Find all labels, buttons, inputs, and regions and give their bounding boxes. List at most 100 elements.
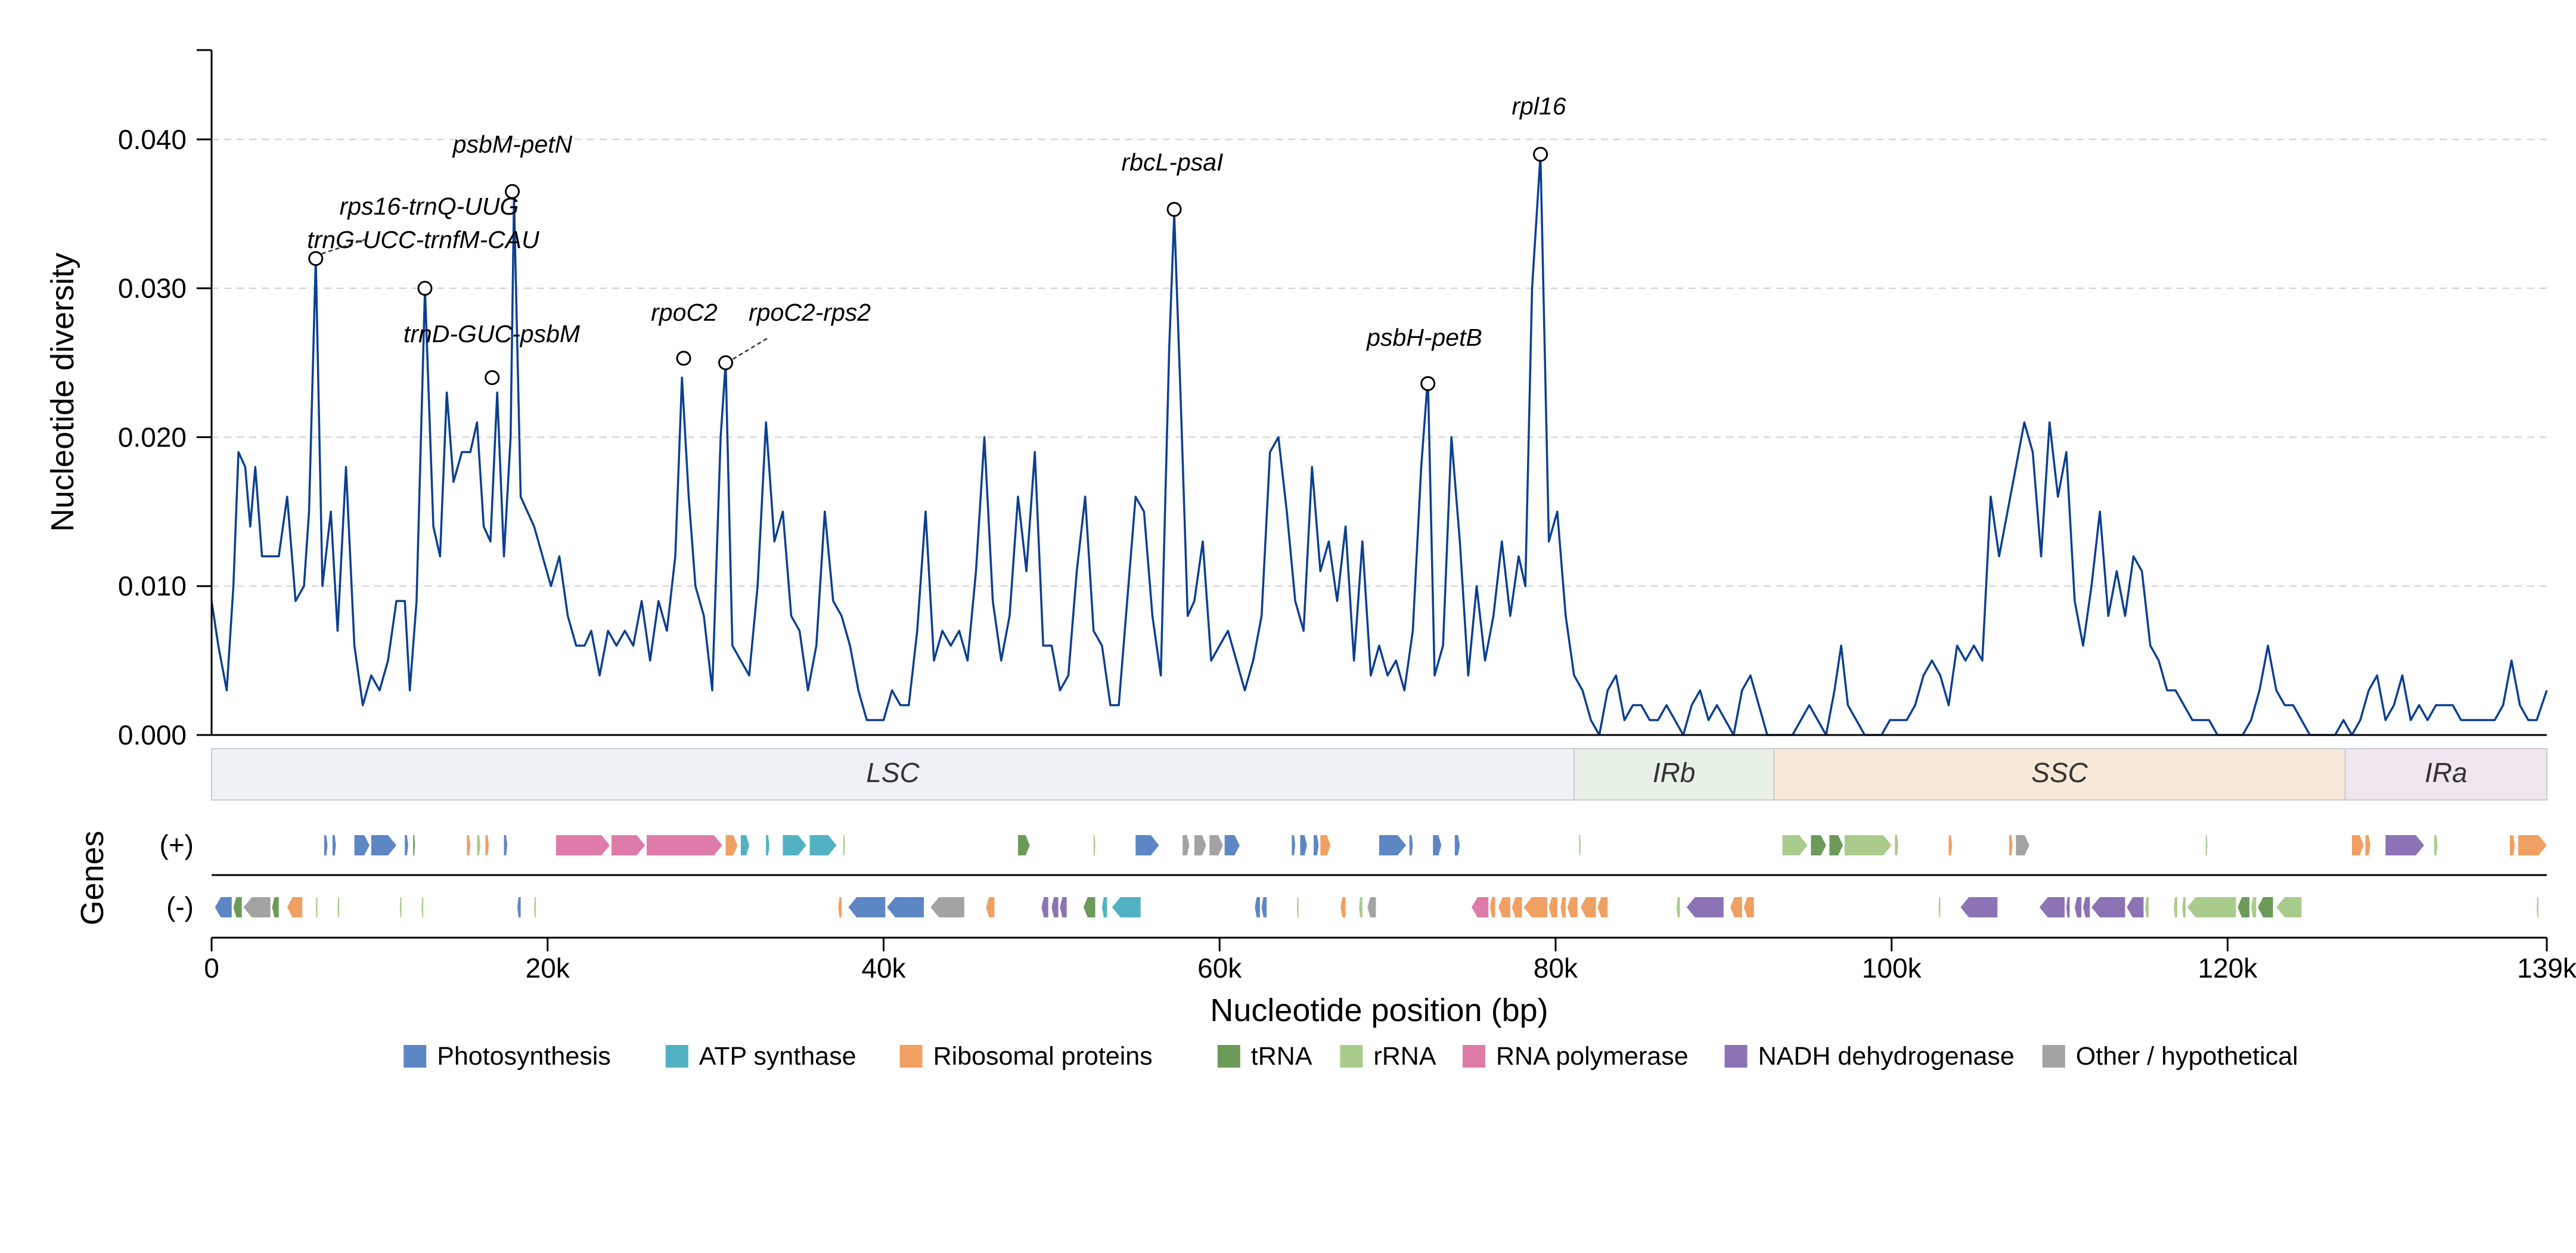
grid-lines: [212, 138, 2547, 587]
peak-marker: [308, 251, 324, 266]
peak-marker: [718, 355, 734, 371]
gene-feature: [1041, 897, 1048, 917]
peak-label: rbcL-psaI: [1122, 148, 1224, 176]
x-tick-label: 20k: [526, 953, 570, 984]
gene-feature: [1490, 897, 1495, 917]
gene-feature: [766, 835, 769, 855]
gene-feature: [315, 897, 318, 917]
gene-feature: [332, 835, 336, 855]
legend-entry: ATP synthase: [699, 1042, 856, 1071]
genome-region-bar: LSC IRb SSC IRa: [211, 748, 2547, 801]
diversity-line-layer: [210, 153, 2548, 736]
gene-feature: [1844, 835, 1892, 855]
region-label: SSC: [2031, 757, 2088, 788]
gene-feature: [1512, 897, 1522, 917]
gene-feature: [2187, 897, 2236, 917]
peak-label: psbM-petN: [452, 131, 573, 158]
legend-swatch: [1724, 1045, 1748, 1068]
peak-marker: [1166, 201, 1182, 217]
gene-feature: [354, 835, 370, 855]
gene-feature: [2174, 897, 2177, 917]
gene-feature: [740, 835, 749, 855]
region-label: IRa: [2425, 757, 2468, 788]
gene-feature: [337, 897, 340, 917]
gene-feature: [2365, 835, 2370, 855]
legend-swatch: [1217, 1045, 1240, 1068]
plus-strand-label: (+): [160, 829, 194, 860]
legend-entry: Photosynthesis: [437, 1042, 611, 1071]
peak-leader-line: [321, 238, 365, 255]
gene-feature: [2205, 835, 2208, 855]
gene-feature: [371, 835, 397, 855]
peak-label: rpoC2-rps2: [749, 299, 871, 326]
minus-strand-label: (-): [166, 891, 194, 922]
gene-feature: [1548, 897, 1557, 917]
legend: Photosynthesis ATP synthase Ribosomal prot…: [404, 1042, 2298, 1071]
gene-feature: [725, 835, 738, 855]
gene-feature: [1581, 897, 1596, 917]
gene-feature: [647, 835, 722, 855]
peak-label: trnG-UCC-trnfM-CAU: [307, 226, 539, 253]
gene-feature: [1676, 897, 1680, 917]
legend-swatch: [404, 1045, 427, 1068]
peak-markers: trnG-UCC-trnfM-CAU rps16-trnQ-UUG trnD-GUC…: [307, 92, 1566, 392]
gene-feature: [1579, 835, 1581, 855]
gene-feature: [1597, 897, 1608, 917]
gene-feature: [2066, 897, 2070, 917]
y-tick-label: 0.020: [118, 421, 187, 452]
legend-entry: tRNA: [1251, 1042, 1312, 1071]
gene-feature: [1938, 897, 1941, 917]
gene-feature: [1255, 897, 1260, 917]
gene-feature: [2352, 835, 2364, 855]
gene-feature: [1261, 897, 1267, 917]
legend-entry: NADH dehydrogenase: [1758, 1042, 2015, 1071]
gene-feature: [1567, 897, 1578, 917]
gene-feature: [1093, 835, 1095, 855]
gene-feature: [1829, 835, 1843, 855]
gene-feature: [477, 835, 480, 855]
legend-swatch: [2042, 1045, 2065, 1068]
gene-feature: [1183, 835, 1190, 855]
gene-feature: [1209, 835, 1223, 855]
gene-feature: [2074, 897, 2082, 917]
legend-swatch: [665, 1045, 688, 1068]
x-tick-label: 100k: [1862, 953, 1922, 984]
legend-entry: Other / hypothetical: [2076, 1042, 2298, 1071]
gene-feature: [1292, 835, 1296, 855]
gene-feature: [2251, 897, 2257, 917]
gene-feature: [2258, 897, 2273, 917]
gene-map: [215, 835, 2547, 917]
region-block: [211, 748, 1575, 801]
gene-feature: [2237, 897, 2250, 917]
gene-feature: [843, 835, 845, 855]
gene-feature: [2009, 835, 2013, 855]
gene-feature: [2434, 835, 2438, 855]
legend-entry: Ribosomal proteins: [933, 1042, 1153, 1071]
gene-feature: [2039, 897, 2065, 917]
gene-feature: [783, 835, 806, 855]
legend-swatch: [899, 1045, 923, 1068]
gene-feature: [534, 897, 536, 917]
diversity-series-line: [210, 153, 2548, 736]
gene-feature: [611, 835, 645, 855]
gene-feature: [809, 835, 837, 855]
gene-feature: [272, 897, 279, 917]
gene-feature: [243, 897, 271, 917]
gene-feature: [2518, 835, 2547, 855]
genes-axis-title: Genes: [75, 830, 110, 925]
y-tick-label: 0.040: [118, 124, 187, 155]
gene-feature: [1782, 835, 1808, 855]
axis-ticks: 0.000 0.010 0.020 0.030 0.040 0 20k 40k 60k 80k 10…: [118, 124, 2576, 984]
x-axis-title: Nucleotide position (bp): [1210, 993, 1548, 1028]
gene-feature: [1224, 835, 1240, 855]
gene-feature: [2385, 835, 2425, 855]
x-tick-label: 40k: [861, 953, 906, 984]
peak-marker: [417, 281, 433, 296]
peak-label: rps16-trnQ-UUG: [340, 193, 519, 220]
gene-feature: [324, 835, 328, 855]
gene-feature: [1320, 835, 1331, 855]
gene-feature: [2276, 897, 2302, 917]
gene-feature: [1060, 897, 1067, 917]
gene-feature: [1367, 897, 1376, 917]
